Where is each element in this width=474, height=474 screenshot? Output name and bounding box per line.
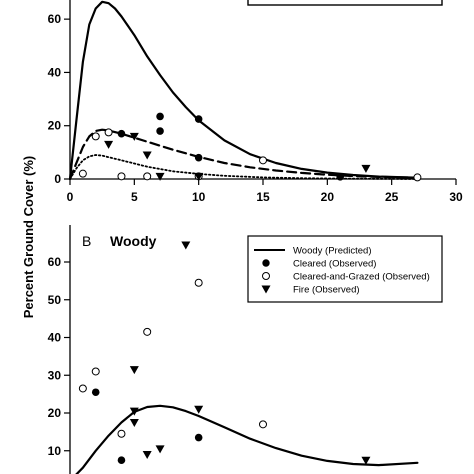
- panel-a-fire-point: [155, 172, 165, 181]
- panel-b-y-tick-label: 50: [48, 293, 62, 307]
- panel-a-cleared-grazed-point: [413, 173, 422, 182]
- panel-b-fire-point: [181, 241, 191, 250]
- legend-fire-label: Fire (Observed): [293, 285, 360, 296]
- panel-b-solid-curve: [75, 404, 419, 474]
- panel-a-x-tick-label: 0: [67, 190, 74, 204]
- panel-a-cleared-grazed-point: [117, 172, 126, 181]
- panel-a-cleared-point: [336, 173, 345, 181]
- panel-a-dashed-curve: [68, 128, 419, 181]
- panel-a-x-tick-label: 5: [131, 190, 138, 204]
- panel-b-cleared-grazed-point: [259, 420, 267, 429]
- legend-cleared-marker: [262, 259, 270, 267]
- y-axis-label: Percent Ground Cover (%): [21, 156, 36, 319]
- panel-b-fire-point: [194, 405, 204, 414]
- panel-a-legend-box: [247, 0, 443, 6]
- panel-a-cleared-grazed-point: [259, 156, 267, 165]
- panel-a-y-tick-label: 60: [48, 12, 62, 26]
- panel-b-fire-point: [129, 418, 139, 427]
- panel-a-x-tick-label: 25: [385, 190, 399, 204]
- panel-b-title: Woody: [110, 233, 157, 249]
- panel-a: 0 20 40 60 0 5 10 15 20 25 30: [48, 0, 463, 204]
- legend-woody-label: Woody (Predicted): [293, 246, 372, 257]
- panel-b-legend: Woody (Predicted) Cleared (Observed) Cle…: [247, 235, 443, 303]
- panel-a-y-tick-label: 20: [48, 119, 62, 133]
- panel-a-y-tick-label: 40: [48, 65, 62, 79]
- panel-a-cleared-point: [194, 115, 203, 123]
- panel-a-fire-point: [129, 132, 139, 141]
- panel-a-cleared-grazed-point: [78, 169, 87, 178]
- panel-b-fire-point: [361, 456, 371, 465]
- panel-a-cleared-grazed-point: [143, 172, 152, 181]
- panel-b-cleared-grazed-point: [78, 384, 87, 393]
- panel-a-fire-point: [361, 164, 371, 173]
- panel-b-cleared-point: [117, 456, 126, 464]
- panel-b-cleared-grazed-point: [194, 278, 203, 287]
- panel-b-legend-box: [247, 235, 443, 303]
- panel-b-fire-point: [155, 445, 165, 454]
- panel-a-x-tick-label: 15: [256, 190, 270, 204]
- panel-a-x-tick-label: 20: [321, 190, 335, 204]
- panel-b-fire-point: [129, 407, 139, 416]
- panel-a-dotted-curve: [69, 154, 419, 180]
- panel-b-cleared-grazed-point: [91, 367, 100, 376]
- panel-b-y-tick-label: 10: [48, 444, 62, 458]
- panel-b-fire-point: [129, 366, 139, 375]
- legend-fire-marker: [261, 285, 271, 294]
- legend-cleared-label: Cleared (Observed): [293, 259, 376, 270]
- panel-b-y-tick-label: 40: [48, 331, 62, 345]
- panel-b-y-tick-label: 30: [48, 368, 62, 382]
- panel-a-cleared-grazed-point: [91, 132, 100, 141]
- panel-a-fire-point: [104, 140, 114, 149]
- legend-grazed-marker: [262, 272, 270, 280]
- panel-b-cleared-point: [91, 388, 100, 397]
- panel-b: B Woody 10 20 30 40 50 60 Woody (Predicted) C…: [48, 225, 443, 474]
- panel-a-x-tick-label: 10: [192, 190, 206, 204]
- panel-b-y-tick-label: 60: [48, 255, 62, 269]
- panel-a-cleared-point: [194, 153, 203, 162]
- panel-a-cleared-grazed-point: [104, 128, 113, 137]
- panel-a-solid-curve: [68, 0, 419, 181]
- panel-a-cleared-point: [156, 127, 164, 135]
- panel-a-x-tick-label: 30: [449, 190, 463, 204]
- panel-b-y-tick-label: 20: [48, 406, 62, 420]
- panel-a-cleared-point: [117, 129, 126, 138]
- panel-a-cleared-point: [156, 112, 164, 121]
- panel-b-cleared-point: [194, 433, 203, 442]
- legend-grazed-label: Cleared-and-Grazed (Observed): [293, 272, 430, 283]
- panel-a-fire-point: [142, 151, 152, 160]
- panel-b-letter: B: [82, 233, 91, 249]
- panel-a-fire-point: [194, 172, 204, 181]
- panel-b-fire-point: [142, 451, 152, 460]
- panel-b-cleared-grazed-point: [143, 327, 152, 336]
- panel-b-cleared-grazed-point: [117, 429, 126, 438]
- panel-a-y-tick-label: 0: [54, 172, 61, 186]
